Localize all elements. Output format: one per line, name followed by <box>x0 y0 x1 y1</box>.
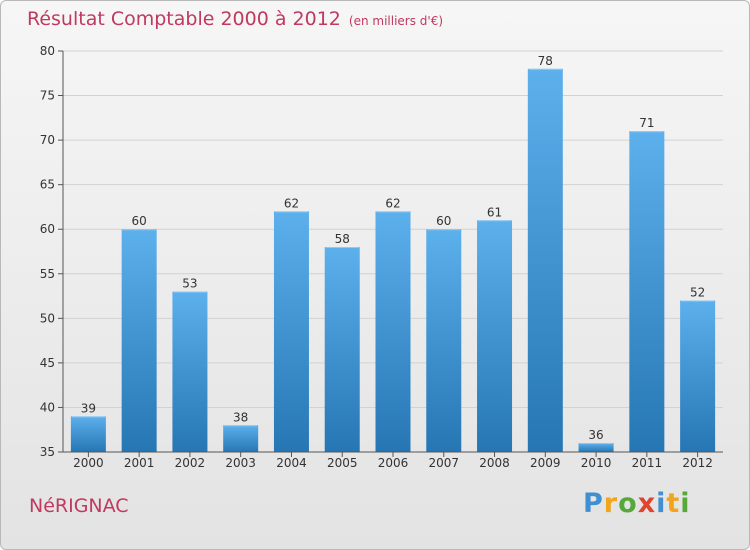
bar-value-label: 62 <box>385 196 400 210</box>
x-tick-label: 2005 <box>327 456 358 470</box>
bar-value-label: 39 <box>81 401 96 415</box>
bar <box>324 247 360 452</box>
proxiti-logo: Proxiti <box>583 488 691 519</box>
y-tick-label: 45 <box>40 356 55 370</box>
chart-title-main: Résultat Comptable 2000 à 2012 <box>27 8 341 30</box>
bar-value-label: 61 <box>487 205 502 219</box>
x-tick-label: 2000 <box>73 456 104 470</box>
y-tick-label: 70 <box>40 133 55 147</box>
bar <box>426 229 462 452</box>
logo-letter: r <box>603 488 619 519</box>
x-tick-label: 2009 <box>530 456 561 470</box>
bar-value-label: 78 <box>538 54 553 68</box>
x-tick-label: 2004 <box>276 456 307 470</box>
bar-value-label: 62 <box>284 196 299 210</box>
x-tick-label: 2007 <box>428 456 459 470</box>
bar <box>578 443 614 452</box>
chart-title-unit: (en milliers d'€) <box>348 14 444 28</box>
x-tick-label: 2002 <box>175 456 206 470</box>
x-tick-label: 2006 <box>378 456 409 470</box>
logo-letter: i <box>656 488 667 519</box>
y-tick-label: 60 <box>40 222 55 236</box>
bar <box>375 211 411 452</box>
y-tick-label: 80 <box>40 44 55 58</box>
bars <box>70 68 716 453</box>
bar-value-label: 71 <box>639 116 654 130</box>
bar-value-label: 38 <box>233 410 248 424</box>
bar <box>70 416 106 452</box>
bar <box>629 131 665 452</box>
x-tick-label: 2010 <box>581 456 612 470</box>
logo-letter: x <box>637 488 657 519</box>
bar <box>172 291 208 452</box>
bar <box>527 68 563 453</box>
bar-value-label: 36 <box>588 428 603 442</box>
x-tick-label: 2008 <box>479 456 510 470</box>
labels: 35 40 45 50 55 60 65 70 75 80 39 2000 60 2001 53 2002 38… <box>40 44 713 470</box>
y-tick-label: 50 <box>40 311 55 325</box>
x-tick-label: 2003 <box>225 456 256 470</box>
x-tick-label: 2011 <box>632 456 663 470</box>
logo-letter: t <box>666 488 681 519</box>
bar-value-label: 60 <box>436 214 451 228</box>
y-tick-label: 55 <box>40 267 55 281</box>
y-tick-label: 40 <box>40 400 55 414</box>
bar <box>223 425 259 452</box>
bar-value-label: 58 <box>335 232 350 246</box>
axes <box>58 50 723 457</box>
y-tick-label: 35 <box>40 445 55 459</box>
chart-title: Résultat Comptable 2000 à 2012 (en millie… <box>27 8 443 30</box>
bar-value-label: 53 <box>182 277 197 291</box>
y-tick-label: 75 <box>40 89 55 103</box>
bar <box>273 211 309 452</box>
bar <box>121 229 157 452</box>
x-tick-label: 2001 <box>124 456 155 470</box>
bar-value-label: 52 <box>690 286 705 300</box>
bar-value-label: 60 <box>132 214 147 228</box>
x-tick-label: 2012 <box>682 456 713 470</box>
logo-letter: i <box>680 488 691 519</box>
y-tick-label: 65 <box>40 178 55 192</box>
logo-letter: o <box>618 488 638 519</box>
location-name: NéRIGNAC <box>29 495 129 517</box>
bar <box>680 300 716 452</box>
bar <box>477 220 513 452</box>
logo-letter: P <box>583 488 604 519</box>
